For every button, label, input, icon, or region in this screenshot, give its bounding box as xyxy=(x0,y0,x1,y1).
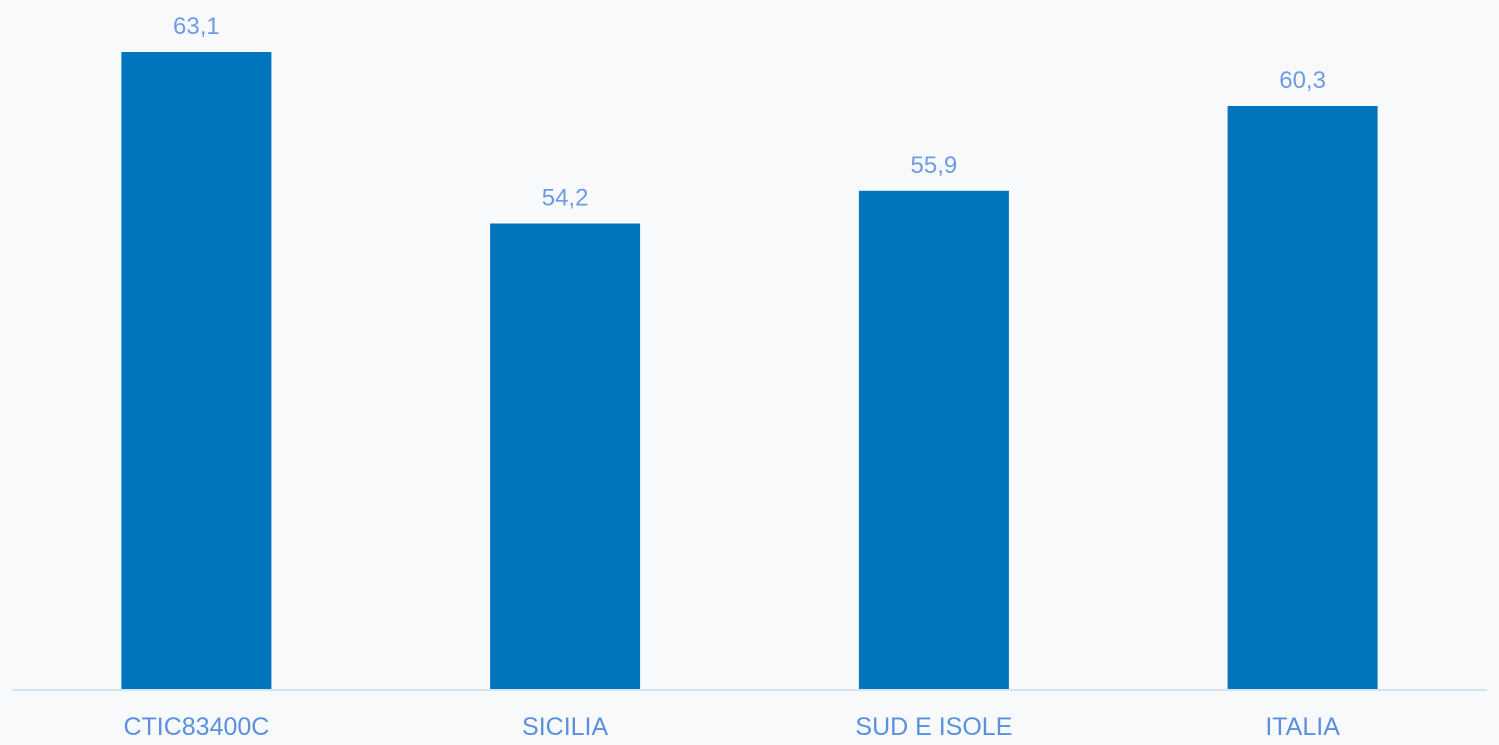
bar-0 xyxy=(121,52,272,690)
category-label-0: CTIC83400C xyxy=(123,713,269,741)
value-label-1: 54,2 xyxy=(542,185,589,212)
bars-group xyxy=(121,52,1378,691)
bar-2 xyxy=(858,190,1009,691)
bar-3 xyxy=(1227,106,1378,690)
value-label-2: 55,9 xyxy=(911,152,958,179)
value-label-3: 60,3 xyxy=(1279,67,1326,94)
category-labels-group: CTIC83400C SICILIA SUD E ISOLE ITALIA xyxy=(123,713,1340,741)
value-label-0: 63,1 xyxy=(173,13,220,40)
category-label-1: SICILIA xyxy=(522,713,608,741)
value-labels-group: 63,1 54,2 55,9 60,3 xyxy=(173,13,1326,212)
category-label-2: SUD E ISOLE xyxy=(855,713,1012,741)
category-label-3: ITALIA xyxy=(1265,713,1340,741)
bar-1 xyxy=(490,223,641,690)
